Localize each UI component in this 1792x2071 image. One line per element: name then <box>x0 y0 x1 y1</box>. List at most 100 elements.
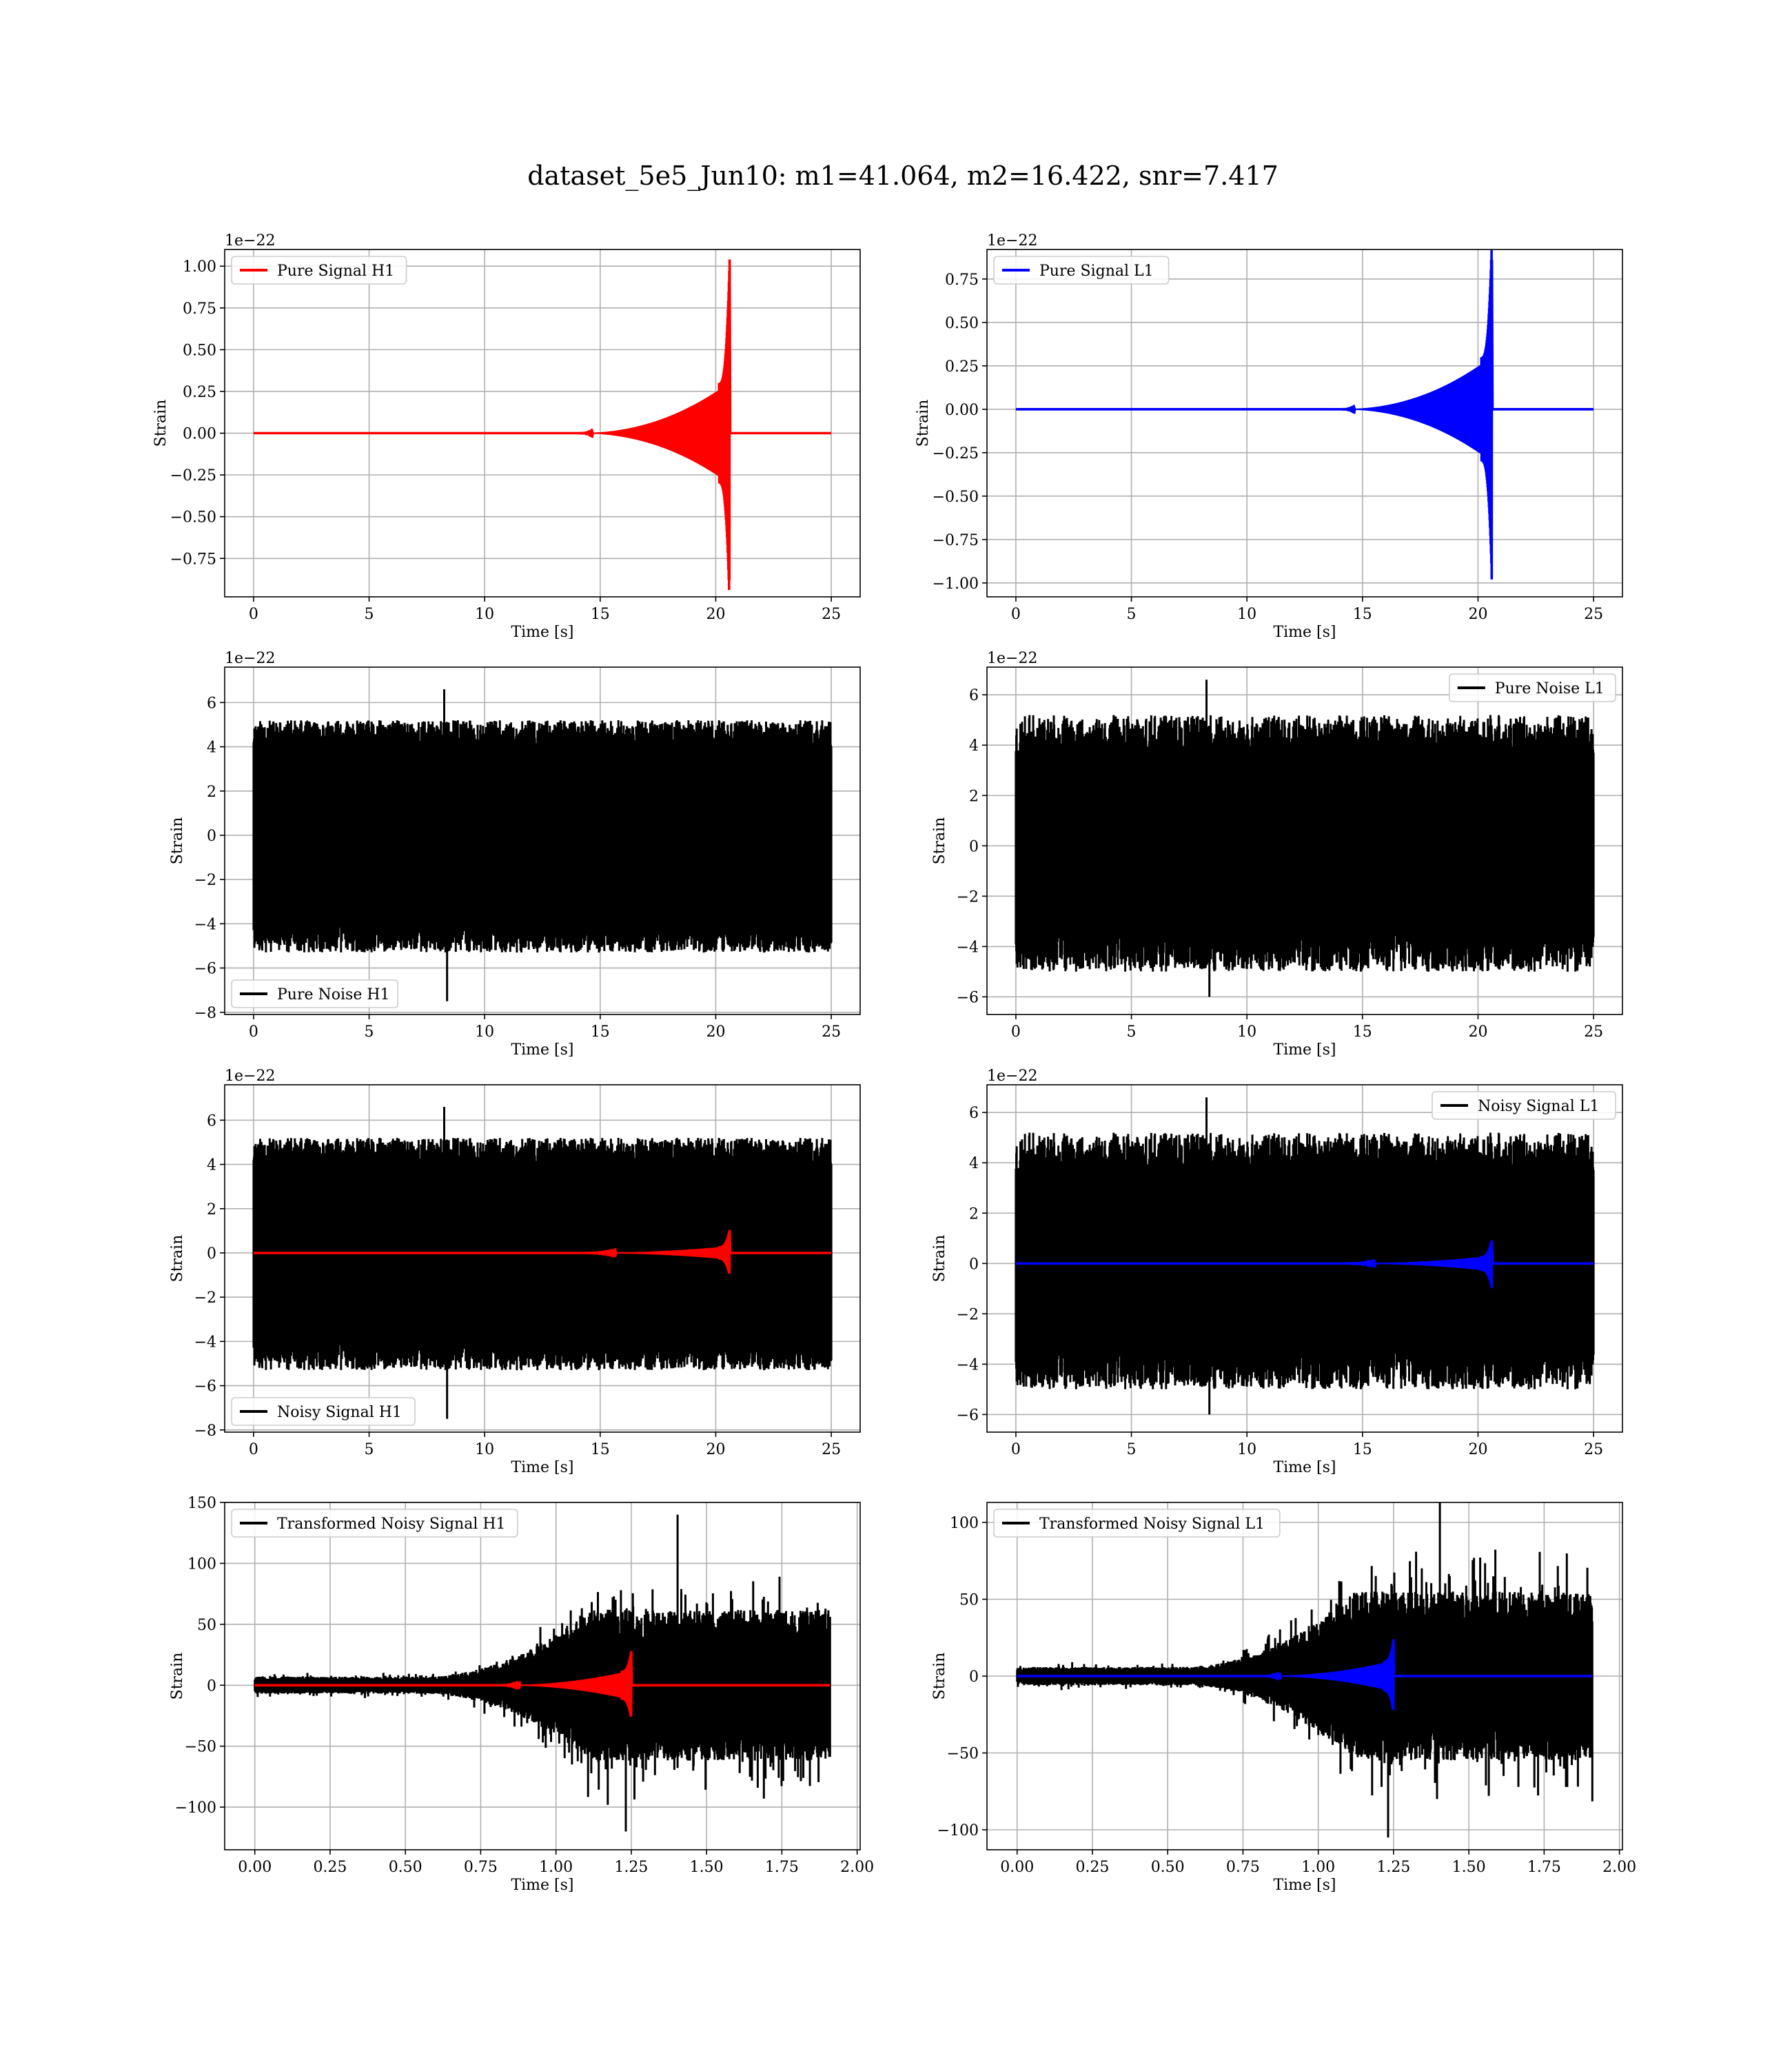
axes-frame <box>224 1502 861 1850</box>
x-tick-label: 5 <box>365 1441 374 1458</box>
y-axis-label: Strain <box>169 1653 186 1700</box>
y-offset-label: 1e−22 <box>987 1068 1037 1085</box>
y-offset-label: 1e−22 <box>225 650 275 667</box>
x-tick-label: 20 <box>706 606 725 623</box>
x-tick-label: 0 <box>249 1023 258 1041</box>
x-axis-label: Time [s] <box>1273 1877 1336 1894</box>
x-tick-label: 0 <box>1011 1023 1021 1041</box>
series-line <box>1015 1240 1594 1289</box>
legend: Pure Noise H1 <box>231 979 398 1008</box>
x-tick-label: 25 <box>1584 606 1603 623</box>
y-tick-label: −8 <box>194 1005 216 1022</box>
y-tick-label: 0 <box>207 1677 216 1695</box>
panel-pure-noise-h1: 0 5 10 15 20 25 −8 −6 −4 −2 0 2 4 6 1e−22 Time [s] Strai… <box>169 650 861 1059</box>
y-tick-label: −4 <box>194 916 216 933</box>
y-tick-label: 100 <box>950 1515 979 1532</box>
y-tick-label: 6 <box>207 1112 216 1130</box>
y-tick-label: 6 <box>207 695 216 712</box>
y-tick-label: −4 <box>957 1356 979 1374</box>
y-offset-label: 1e−22 <box>225 1068 275 1085</box>
y-tick-label: −100 <box>175 1799 216 1817</box>
x-tick-label: 10 <box>475 606 494 623</box>
x-tick-label: 10 <box>1237 606 1256 623</box>
x-tick-label: 0.00 <box>1000 1859 1034 1876</box>
legend: Pure Noise L1 <box>1449 673 1616 702</box>
panel-pure-signal-h1: 0 5 10 15 20 25 −0.75 −0.50 −0.25 0.00 0.25 0.50 0.7… <box>152 232 861 641</box>
x-tick-label: 1.75 <box>1527 1859 1561 1876</box>
x-tick-label: 20 <box>1468 1441 1487 1458</box>
x-tick-label: 2.00 <box>1602 1859 1636 1876</box>
series-noise <box>252 689 833 1001</box>
x-tick-label: 1.00 <box>539 1859 573 1876</box>
y-tick-label: −0.50 <box>170 509 216 527</box>
legend-box <box>231 1509 518 1538</box>
x-tick-label: 25 <box>822 606 841 623</box>
legend: Transformed Noisy Signal L1 <box>993 1509 1281 1538</box>
axes-frame <box>986 249 1623 598</box>
legend-label: Noisy Signal H1 <box>277 1404 402 1421</box>
x-tick-label: 5 <box>1127 606 1137 623</box>
x-tick-label: 0.50 <box>389 1859 422 1876</box>
y-tick-label: 2 <box>207 1201 216 1218</box>
y-tick-label: 150 <box>187 1495 216 1512</box>
legend-box <box>231 1397 416 1426</box>
x-tick-label: 25 <box>822 1023 841 1041</box>
x-tick-label: 0 <box>1011 606 1021 623</box>
y-tick-label: 4 <box>207 1157 216 1174</box>
y-axis-label: Strain <box>169 817 186 865</box>
plot-area <box>1016 1502 1594 1838</box>
legend: Pure Signal H1 <box>231 256 407 285</box>
y-tick-label: 0 <box>969 838 979 855</box>
y-tick-label: −2 <box>194 872 216 889</box>
x-tick-label: 10 <box>475 1023 494 1041</box>
axes-frame <box>224 249 861 598</box>
x-tick-label: 5 <box>1127 1023 1137 1041</box>
y-tick-label: 0.75 <box>183 300 216 318</box>
y-tick-label: 0.00 <box>183 426 216 443</box>
x-tick-label: 20 <box>1468 606 1487 623</box>
legend-box <box>231 979 398 1008</box>
y-tick-label: −4 <box>957 939 979 956</box>
x-axis-label: Time [s] <box>511 1041 573 1059</box>
y-tick-label: −0.75 <box>170 551 216 568</box>
y-tick-label: 50 <box>197 1617 216 1634</box>
legend-box <box>993 256 1170 285</box>
x-tick-label: 5 <box>1127 1441 1137 1458</box>
legend-label: Pure Noise H1 <box>277 986 390 1003</box>
y-tick-label: −4 <box>194 1334 216 1351</box>
y-tick-label: −0.50 <box>933 489 979 506</box>
x-tick-label: 15 <box>591 1023 610 1041</box>
y-tick-label: −2 <box>957 1306 979 1323</box>
y-tick-label: 50 <box>959 1591 979 1609</box>
y-tick-label: 0 <box>969 1256 979 1273</box>
y-tick-label: 2 <box>969 1205 979 1223</box>
legend-label: Pure Noise L1 <box>1495 680 1605 697</box>
y-tick-label: −0.25 <box>933 445 979 462</box>
y-tick-label: 0.50 <box>183 342 216 359</box>
axes-frame <box>224 666 861 1015</box>
y-tick-label: 0 <box>207 1245 216 1263</box>
x-tick-label: 1.50 <box>1452 1859 1486 1876</box>
y-tick-label: 0.25 <box>183 384 216 401</box>
panel-transformed-noisy-signal-l1: 0.00 0.25 0.50 0.75 1.00 1.25 1.50 1.75 2.00 −100… <box>931 1502 1636 1894</box>
legend: Transformed Noisy Signal H1 <box>231 1509 518 1538</box>
y-tick-label: 0.25 <box>945 358 979 376</box>
x-tick-label: 25 <box>1584 1023 1603 1041</box>
y-axis-label: Strain <box>915 400 932 447</box>
figure-title: dataset_5e5_Jun10: m1=41.064, m2=16.422,… <box>527 161 1279 192</box>
x-tick-label: 15 <box>1353 1441 1372 1458</box>
x-tick-label: 1.25 <box>1376 1859 1410 1876</box>
panel-noisy-signal-l1: 0 5 10 15 20 25 −6 −4 −2 0 2 4 6 1e−22 Time [s] Strain N… <box>931 1068 1623 1476</box>
y-axis-label: Strain <box>931 1235 948 1283</box>
y-tick-label: 0.00 <box>945 402 979 419</box>
x-tick-label: 0 <box>249 1441 258 1458</box>
legend-box <box>993 1509 1281 1538</box>
x-tick-label: 20 <box>706 1023 725 1041</box>
series-line <box>1017 1639 1593 1711</box>
panel-pure-signal-l1: 0 5 10 15 20 25 −1.00 −0.75 −0.50 −0.25 0.00 0.25 0.… <box>915 232 1623 641</box>
legend-label: Pure Signal L1 <box>1039 263 1154 280</box>
x-axis-label: Time [s] <box>511 1459 573 1476</box>
x-tick-label: 1.50 <box>690 1859 724 1876</box>
plot-area <box>252 1107 833 1419</box>
